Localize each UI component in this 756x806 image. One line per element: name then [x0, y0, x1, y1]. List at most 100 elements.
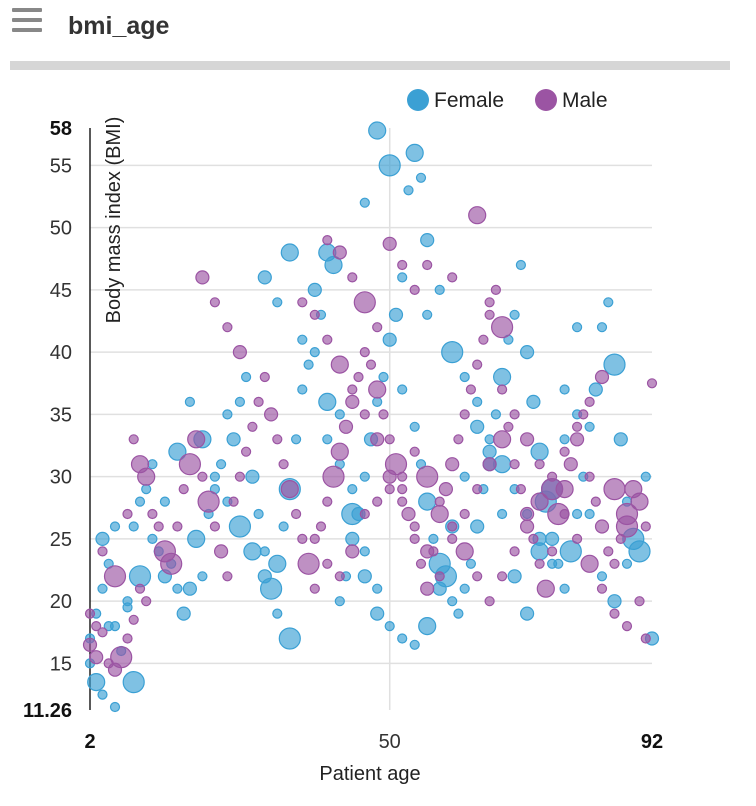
point-male[interactable]	[384, 484, 395, 495]
point-female[interactable]	[384, 620, 395, 632]
point-female[interactable]	[109, 701, 121, 713]
point-male[interactable]	[578, 409, 589, 420]
point-male[interactable]	[122, 508, 133, 520]
point-female[interactable]	[519, 606, 535, 621]
point-male[interactable]	[447, 533, 458, 545]
point-male[interactable]	[434, 496, 445, 507]
point-male[interactable]	[409, 533, 420, 545]
legend-item-female[interactable]: Female	[407, 89, 504, 112]
point-female[interactable]	[278, 627, 301, 650]
point-male[interactable]	[353, 291, 376, 314]
point-male[interactable]	[401, 506, 416, 522]
point-male[interactable]	[571, 421, 583, 432]
point-female[interactable]	[318, 392, 337, 411]
point-female[interactable]	[613, 432, 628, 447]
point-male[interactable]	[420, 581, 435, 596]
point-male[interactable]	[372, 322, 383, 333]
point-male[interactable]	[534, 558, 545, 569]
point-male[interactable]	[447, 521, 458, 532]
point-female[interactable]	[168, 442, 187, 461]
point-male[interactable]	[491, 316, 514, 339]
point-male[interactable]	[497, 384, 508, 395]
point-male[interactable]	[228, 496, 239, 507]
point-male[interactable]	[484, 596, 495, 607]
point-male[interactable]	[247, 421, 258, 432]
point-male[interactable]	[359, 347, 370, 358]
point-male[interactable]	[603, 478, 626, 501]
point-female[interactable]	[228, 515, 251, 538]
point-male[interactable]	[615, 515, 639, 538]
point-male[interactable]	[519, 506, 535, 522]
point-female[interactable]	[415, 172, 427, 183]
point-male[interactable]	[546, 546, 558, 557]
point-male[interactable]	[468, 206, 487, 225]
point-female[interactable]	[128, 521, 139, 532]
point-male[interactable]	[609, 558, 620, 569]
point-male[interactable]	[634, 596, 645, 607]
point-female[interactable]	[409, 639, 420, 650]
point-female[interactable]	[197, 571, 208, 582]
point-male[interactable]	[594, 519, 610, 534]
point-male[interactable]	[447, 272, 458, 283]
point-male[interactable]	[322, 558, 333, 569]
point-female[interactable]	[372, 396, 383, 407]
point-female[interactable]	[359, 546, 370, 557]
point-male[interactable]	[497, 571, 508, 582]
point-female[interactable]	[272, 608, 283, 619]
point-female[interactable]	[559, 434, 570, 445]
hamburger-menu-icon[interactable]	[12, 8, 42, 34]
point-female[interactable]	[397, 384, 408, 395]
point-female[interactable]	[147, 459, 158, 470]
point-male[interactable]	[438, 482, 453, 497]
point-female[interactable]	[432, 581, 447, 596]
point-female[interactable]	[257, 569, 272, 584]
point-female[interactable]	[409, 421, 420, 432]
point-male[interactable]	[345, 394, 360, 409]
point-female[interactable]	[603, 353, 626, 376]
point-female[interactable]	[465, 558, 476, 569]
point-female[interactable]	[272, 297, 283, 308]
point-male[interactable]	[197, 490, 220, 513]
point-male[interactable]	[241, 446, 252, 457]
point-male[interactable]	[195, 270, 210, 285]
point-male[interactable]	[640, 521, 651, 532]
point-female[interactable]	[607, 594, 622, 609]
point-female[interactable]	[472, 396, 483, 407]
point-female[interactable]	[484, 434, 495, 445]
point-female[interactable]	[234, 396, 245, 407]
point-male[interactable]	[484, 297, 495, 308]
point-female[interactable]	[382, 332, 397, 347]
point-female[interactable]	[596, 571, 608, 582]
point-male[interactable]	[384, 434, 395, 445]
point-female[interactable]	[559, 583, 570, 594]
point-female[interactable]	[253, 508, 264, 520]
point-male[interactable]	[153, 521, 164, 532]
point-female[interactable]	[122, 670, 145, 694]
point-male[interactable]	[534, 459, 545, 470]
point-female[interactable]	[378, 154, 401, 177]
point-male[interactable]	[594, 369, 610, 385]
point-male[interactable]	[178, 453, 201, 476]
point-male[interactable]	[536, 579, 555, 598]
point-female[interactable]	[278, 521, 289, 532]
point-male[interactable]	[559, 508, 570, 520]
point-female[interactable]	[470, 419, 485, 434]
point-male[interactable]	[141, 596, 152, 607]
point-female[interactable]	[303, 359, 314, 370]
point-male[interactable]	[110, 646, 133, 669]
point-male[interactable]	[332, 245, 347, 260]
point-male[interactable]	[372, 496, 383, 507]
point-female[interactable]	[596, 322, 608, 333]
point-male[interactable]	[91, 620, 102, 632]
point-male[interactable]	[214, 544, 229, 559]
point-female[interactable]	[515, 259, 527, 271]
point-male[interactable]	[453, 434, 464, 445]
point-male[interactable]	[359, 409, 370, 420]
point-female[interactable]	[368, 121, 387, 140]
point-female[interactable]	[280, 243, 299, 262]
point-female[interactable]	[297, 384, 308, 395]
point-female[interactable]	[134, 496, 146, 507]
point-female[interactable]	[603, 297, 614, 308]
point-male[interactable]	[309, 583, 320, 594]
point-male[interactable]	[128, 614, 139, 625]
